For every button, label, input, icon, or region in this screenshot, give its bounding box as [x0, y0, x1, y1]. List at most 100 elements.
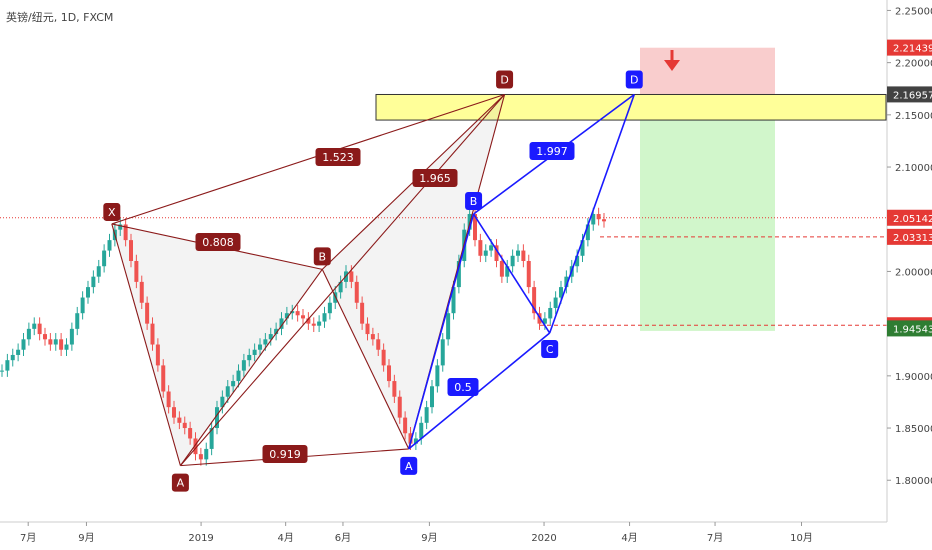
blue-point-c-box	[541, 340, 559, 359]
candle-12	[64, 344, 69, 350]
candle-59	[317, 321, 322, 326]
candle-44	[236, 370, 241, 382]
candle-54	[290, 311, 295, 314]
candle-68	[365, 323, 370, 335]
x-tick-label-1: 9月	[78, 532, 94, 544]
candle-1	[5, 360, 10, 371]
ratio-a-a-box	[262, 445, 308, 463]
red-leg-2	[321, 269, 410, 450]
candle-78	[419, 422, 424, 439]
ratio-a-a: 0.919	[262, 445, 308, 463]
red-ratio-bd: 1.965	[412, 169, 458, 187]
candle-107	[575, 255, 580, 267]
candle-47	[252, 349, 257, 355]
candle-104	[559, 287, 563, 298]
blue-leg-0	[407, 213, 475, 450]
candle-93	[499, 261, 504, 277]
candle-4	[21, 339, 26, 350]
candle-41	[220, 396, 225, 408]
candle-80	[430, 386, 434, 408]
candle-55	[295, 311, 300, 316]
candle-25	[134, 261, 139, 282]
blue-point-c: C	[541, 340, 559, 359]
pattern-triangle-xab	[111, 223, 323, 466]
candle-98	[526, 261, 531, 288]
candle-74	[397, 396, 402, 418]
red-point-d: D	[496, 70, 514, 89]
price-label-1-bg	[887, 86, 932, 103]
blue-point-c-text: C	[546, 343, 554, 356]
red-ratio-bd-text: 1.965	[419, 172, 451, 185]
candle-30	[161, 365, 166, 392]
reference-lines	[0, 217, 887, 326]
candle-112	[602, 219, 606, 222]
candle-38	[204, 448, 209, 460]
red-point-d-text: D	[500, 73, 508, 86]
x-tick-label-8: 7月	[707, 532, 723, 544]
candle-13	[69, 328, 74, 345]
candle-3	[16, 349, 21, 355]
candle-94	[505, 266, 510, 277]
x-tick-label-2: 2019	[188, 533, 213, 544]
down-arrow-head	[664, 60, 680, 71]
red-ratio-xb-box	[195, 233, 241, 251]
candle-105	[564, 276, 569, 288]
candle-8	[43, 334, 47, 340]
candle-2	[10, 354, 15, 361]
candle-50	[268, 334, 273, 340]
x-tick-label-5: 9月	[421, 532, 437, 544]
x-tick-label-0: 7月	[20, 532, 36, 544]
candle-23	[123, 224, 128, 241]
red-leg-5	[111, 93, 505, 225]
x-tick-label-7: 4月	[621, 532, 637, 544]
blue-leg-3	[408, 332, 551, 450]
red-ratio-xb: 0.808	[195, 233, 241, 251]
blue-leg-1	[472, 213, 551, 334]
blue-point-b-box	[465, 192, 483, 211]
y-tick-label-8: 1.85000	[895, 424, 932, 435]
candle-10	[53, 339, 58, 345]
candle-58	[311, 323, 316, 326]
red-ratio-xd-box	[315, 148, 361, 166]
candle-65	[349, 271, 354, 282]
price-label-3: 2.03313	[893, 233, 932, 244]
stop-zone	[640, 47, 775, 95]
candle-15	[80, 297, 85, 314]
y-tick-label-5: 2.00000	[895, 267, 932, 278]
candle-0	[0, 370, 4, 372]
red-ratio-xb-text: 0.808	[202, 236, 234, 249]
candle-60	[322, 313, 327, 322]
candle-14	[75, 313, 80, 329]
candle-52	[279, 318, 284, 329]
candle-108	[580, 240, 585, 256]
candle-26	[139, 281, 144, 303]
blue-ratio-bd-box	[529, 142, 575, 160]
red-point-b-box	[313, 247, 331, 266]
candle-20	[107, 240, 112, 251]
candle-84	[451, 287, 456, 314]
candle-88	[473, 214, 477, 241]
candle-69	[370, 334, 375, 340]
y-tick-label-9: 1.80000	[895, 476, 932, 487]
candle-109	[585, 224, 590, 241]
candles-layer	[0, 207, 606, 466]
blue-point-b: B	[465, 192, 483, 211]
price-label-0: 2.21439	[893, 44, 932, 55]
candle-99	[532, 287, 537, 314]
y-tick-label-7: 1.90000	[895, 372, 932, 383]
red-ratio-xd-text: 1.523	[322, 151, 354, 164]
candle-42	[225, 386, 230, 397]
candle-51	[274, 328, 279, 335]
candle-66	[354, 281, 359, 303]
red-point-a: A	[171, 473, 189, 492]
y-tick-label-1: 2.20000	[895, 59, 932, 70]
candle-82	[440, 339, 445, 366]
blue-ratio-ac: 0.5	[447, 378, 479, 396]
price-label-1: 2.16957	[893, 90, 932, 101]
y-tick-label-3: 2.10000	[895, 163, 932, 174]
candle-111	[596, 214, 601, 220]
blue-point-a-text: A	[405, 460, 413, 473]
blue-ratio-ac-box	[447, 378, 479, 396]
candle-85	[456, 261, 461, 288]
red-ratio-bd-box	[412, 169, 458, 187]
